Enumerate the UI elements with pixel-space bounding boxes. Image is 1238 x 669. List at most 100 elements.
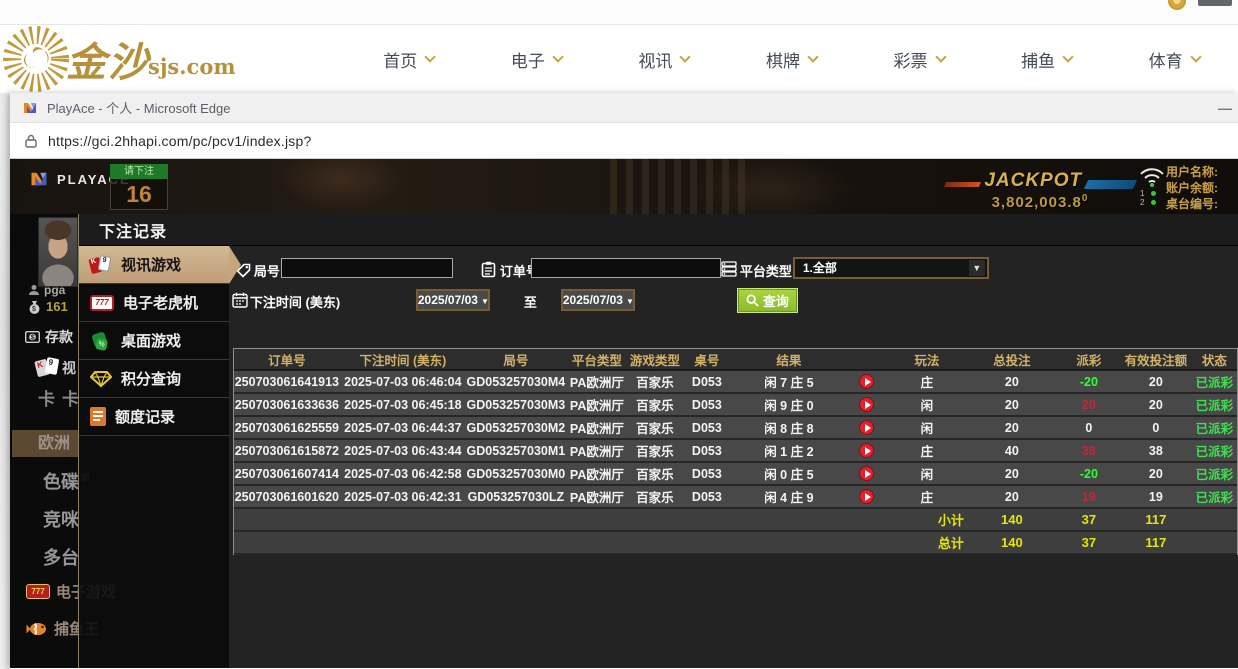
- cell-total-bet: 20: [1004, 397, 1019, 412]
- cell-result: 闲 7 庄 5: [764, 376, 814, 390]
- edge-window: PlayAce - 个人 - Microsoft Edge — https://…: [10, 93, 1238, 669]
- modal-title: 下注记录: [99, 223, 168, 241]
- replay-button[interactable]: [859, 397, 875, 412]
- cell-order-id: 250703061633636: [234, 397, 340, 412]
- cell-valid-bet: 20: [1148, 374, 1163, 389]
- calendar-icon: [232, 292, 248, 308]
- account-username-label: 用户名称:: [1166, 165, 1218, 179]
- jackpot-orange-bar: [943, 181, 982, 187]
- clipboard-icon: [481, 261, 496, 278]
- cell-play-type: 闲: [920, 422, 934, 436]
- platform-list-icon: [721, 261, 737, 277]
- jackpot-amount: 3,802,003.8: [991, 194, 1082, 211]
- magnifier-icon: [746, 294, 759, 307]
- cell-round-id: GD053257030M3: [466, 397, 566, 412]
- nav-item-live[interactable]: 视讯: [638, 47, 692, 72]
- cell-game-type: 百家乐: [636, 491, 674, 505]
- cell-payout: 38: [1081, 443, 1096, 458]
- cell-status: 已派彩: [1195, 399, 1234, 413]
- cell-result: 闲 1 庄 2: [764, 445, 814, 459]
- menu-item-video-games[interactable]: K 9 视讯游戏: [79, 246, 241, 284]
- sidebar-username: pga: [28, 283, 65, 297]
- bet-countdown: 16: [110, 179, 168, 210]
- bet-prompt-label: 请下注: [110, 164, 168, 179]
- window-titlebar[interactable]: PlayAce - 个人 - Microsoft Edge —: [10, 93, 1238, 123]
- nav-item-home[interactable]: 首页: [383, 47, 436, 72]
- subtotal-row: 小计 140 37 117: [233, 509, 1237, 532]
- jackpot-blue-bar: [1084, 179, 1138, 189]
- chevron-down-icon: [424, 51, 436, 63]
- cell-total-bet: 20: [1004, 489, 1019, 504]
- cell-status: 已派彩: [1195, 422, 1234, 436]
- cell-bet-time: 2025-07-03 06:43:44: [344, 443, 462, 458]
- table-row: 250703061615872 2025-07-03 06:43:44 GD05…: [233, 440, 1237, 463]
- nav-item-cards[interactable]: 棋牌: [766, 47, 819, 72]
- cell-table-no: D053: [691, 466, 722, 481]
- account-info: 用户名称: 账户余额: 桌台编号:: [1166, 164, 1218, 212]
- nav-item-slots[interactable]: 电子: [511, 47, 564, 72]
- nav-item-fishing[interactable]: 捕鱼: [1021, 47, 1074, 72]
- bet-table: 订单号 下注时间 (美东) 局号 平台类型 游戏类型 桌号 结果 玩法 总投注 派彩 有效投注额 状态…: [232, 348, 1238, 555]
- page-edge-strip: [0, 93, 10, 669]
- cell-status: 已派彩: [1195, 468, 1234, 482]
- cell-total-bet: 40: [1004, 443, 1019, 458]
- bet-table-body: 250703061641913 2025-07-03 06:46:04 GD05…: [233, 371, 1237, 509]
- cell-total-bet: 20: [1004, 420, 1019, 435]
- chevron-down-icon: [1062, 51, 1074, 63]
- round-input[interactable]: [280, 258, 453, 278]
- address-bar[interactable]: https://gci.2hhapi.com/pc/pcv1/index.jsp…: [10, 123, 1238, 159]
- site-logo: 金沙 sjs.com: [0, 25, 236, 93]
- replay-button[interactable]: [859, 466, 875, 481]
- cell-table-no: D053: [691, 397, 722, 412]
- cell-play-type: 闲: [920, 468, 934, 482]
- date-to-picker[interactable]: 2025/07/03: [560, 289, 635, 311]
- fish-icon: [26, 622, 46, 635]
- sidebar-deposit: $ 存款: [25, 327, 73, 347]
- platform-select[interactable]: 1.全部 ▼: [792, 257, 989, 279]
- table-row: 250703061607414 2025-07-03 06:42:58 GD05…: [233, 463, 1237, 486]
- lock-icon: [25, 134, 37, 148]
- diamond-icon: [90, 370, 112, 388]
- menu-item-slots[interactable]: 777 电子老虎机: [79, 284, 229, 322]
- site-logo-cn: 金沙: [66, 39, 150, 86]
- cell-table-no: D053: [691, 489, 722, 504]
- total-label: 总计: [937, 536, 964, 551]
- menu-item-credit-records[interactable]: 额度记录: [79, 398, 229, 436]
- replay-button[interactable]: [859, 489, 875, 504]
- cell-round-id: GD053257030M4: [466, 374, 566, 389]
- menu-item-table-games[interactable]: % 桌面游戏: [79, 322, 229, 360]
- cell-round-id: GD053257030M0: [466, 466, 566, 481]
- cell-game-type: 百家乐: [636, 376, 674, 390]
- sidebar-region-tab: 卡卡: [38, 390, 86, 409]
- cell-payout: -20: [1079, 466, 1098, 481]
- replay-button[interactable]: [859, 443, 875, 458]
- cell-order-id: 250703061615872: [234, 443, 340, 458]
- query-button[interactable]: 查询: [736, 288, 798, 313]
- cell-result: 闲 4 庄 9: [764, 491, 814, 505]
- nav-item-sports[interactable]: 体育: [1149, 47, 1202, 72]
- playace-logo-icon: [31, 172, 47, 186]
- tag-icon: [236, 263, 251, 278]
- site-nav-items: 首页 电子 视讯 棋牌 彩票 捕鱼 体育: [345, 26, 1238, 93]
- cell-round-id: GD053257030M2: [466, 420, 566, 435]
- cell-play-type: 庄: [920, 491, 934, 505]
- site-logo-domain: sjs.com: [148, 53, 236, 79]
- cell-total-bet: 20: [1004, 466, 1019, 481]
- nav-item-lottery[interactable]: 彩票: [894, 47, 947, 72]
- date-from-picker[interactable]: 2025/07/03: [415, 289, 490, 311]
- app-header: [10, 159, 1238, 214]
- order-input[interactable]: [530, 258, 721, 278]
- cell-payout: 19: [1081, 489, 1096, 504]
- url-text[interactable]: https://gci.2hhapi.com/pc/pcv1/index.jsp…: [48, 132, 312, 149]
- minimize-button[interactable]: —: [1218, 99, 1232, 116]
- total-valid: 117: [1145, 535, 1167, 550]
- cards-icon: K 9: [88, 254, 112, 275]
- replay-button[interactable]: [859, 374, 875, 389]
- table-row: 250703061633636 2025-07-03 06:45:18 GD05…: [233, 394, 1237, 417]
- subtotal-label: 小计: [937, 513, 964, 528]
- cell-platform: PA欧洲厅: [569, 491, 624, 505]
- sidebar-game-duotai: 多台: [43, 548, 79, 568]
- replay-button[interactable]: [859, 420, 875, 435]
- menu-item-points[interactable]: 积分查询: [79, 360, 229, 398]
